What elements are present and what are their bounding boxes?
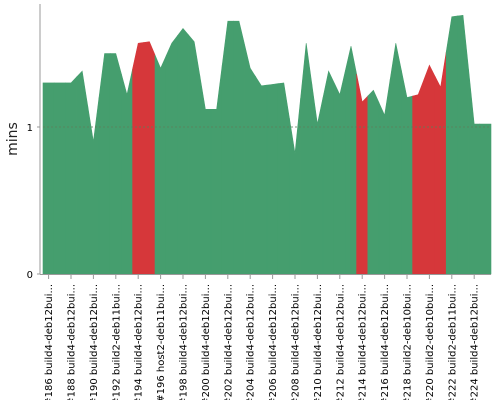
x-tick-label: #186 build4-deb12bui... [44, 284, 55, 400]
area-segment-success [109, 53, 122, 275]
x-tick-label: #192 build2-deb11bui... [111, 284, 122, 400]
area-segment-failure [423, 64, 436, 275]
area-segment-success [289, 98, 301, 275]
x-tick-label: #190 build4-deb12bui... [89, 284, 100, 400]
x-tick-label: #216 build4-deb12bui... [380, 284, 391, 400]
y-axis-label: mins [5, 122, 21, 156]
area-segment-success [87, 97, 100, 275]
x-tick-label: #212 build4-deb12bui... [335, 284, 346, 400]
area-segment-success [121, 68, 133, 275]
area-segment-success [199, 75, 212, 275]
area-segment-success [65, 76, 77, 275]
x-tick-label: #214 build4-deb12bui... [358, 284, 369, 400]
area-segment-failure [434, 51, 447, 275]
area-segment-success [333, 70, 346, 275]
area-segment-success [76, 70, 89, 275]
x-tick-label: #202 build4-deb12bui... [223, 284, 234, 400]
area-segment-success [378, 79, 391, 275]
axis-labels: 0 1 #186 build4-deb12bui... #188 build4-deb… [27, 123, 481, 400]
area-segment-success [154, 54, 167, 275]
x-tick-label: #218 build2-deb10bui... [403, 284, 414, 400]
x-tick-label: #194 build4-deb12bui... [134, 284, 145, 400]
area-segment-success [389, 43, 402, 275]
area-segment-success [322, 70, 335, 275]
area-segment-success [244, 44, 257, 275]
area-segment-success [345, 46, 357, 275]
area-segment-success [42, 82, 55, 275]
area-segment-success [165, 34, 178, 275]
x-tick-label: #210 build4-deb12bui... [313, 284, 324, 400]
x-tick-label: #220 build2-deb10bui... [425, 284, 436, 400]
area-segment-success [53, 82, 66, 275]
area-segment-success [188, 34, 201, 275]
x-tick-label: #196 host2-deb11bui... [156, 284, 167, 400]
area-segment-failure [356, 74, 369, 275]
area-segment-success [367, 89, 380, 275]
axes [37, 4, 491, 279]
area-segment-failure [143, 41, 156, 275]
y-tick-label: 1 [27, 123, 33, 134]
area-segment-success [277, 82, 290, 275]
area-segment-success [177, 28, 189, 275]
area-segment-success [255, 75, 268, 275]
area-segment-success [401, 70, 413, 275]
area-segment-success [479, 123, 492, 275]
area-segment-success [233, 20, 245, 275]
y-tick-label: 0 [27, 270, 33, 281]
x-tick-label: #204 build4-deb12bui... [246, 284, 257, 400]
x-tick-label: #188 build4-deb12bui... [67, 284, 78, 400]
area-segment-success [457, 14, 469, 275]
plot-area [42, 14, 492, 275]
x-tick-label: #198 build4-deb12bui... [179, 284, 190, 400]
area-segment-failure [412, 79, 425, 275]
x-tick-label: #222 build2-deb11bui... [447, 284, 458, 400]
area-segment-success [445, 15, 458, 275]
x-tick-label: #208 build4-deb12bui... [291, 284, 302, 400]
area-segment-success [98, 53, 111, 275]
area-segment-success [266, 83, 279, 275]
x-tick-label: #206 build4-deb12bui... [268, 284, 279, 400]
x-tick-label: #224 build4-deb12bui... [470, 284, 481, 400]
area-segment-success [311, 83, 324, 275]
area-segment-failure [132, 42, 145, 275]
area-segment-success [210, 65, 223, 275]
area-segment-success [468, 69, 481, 275]
area-segment-success [221, 20, 234, 275]
area-segment-success [300, 43, 313, 275]
x-tick-label: #200 build4-deb12bui... [201, 284, 212, 400]
